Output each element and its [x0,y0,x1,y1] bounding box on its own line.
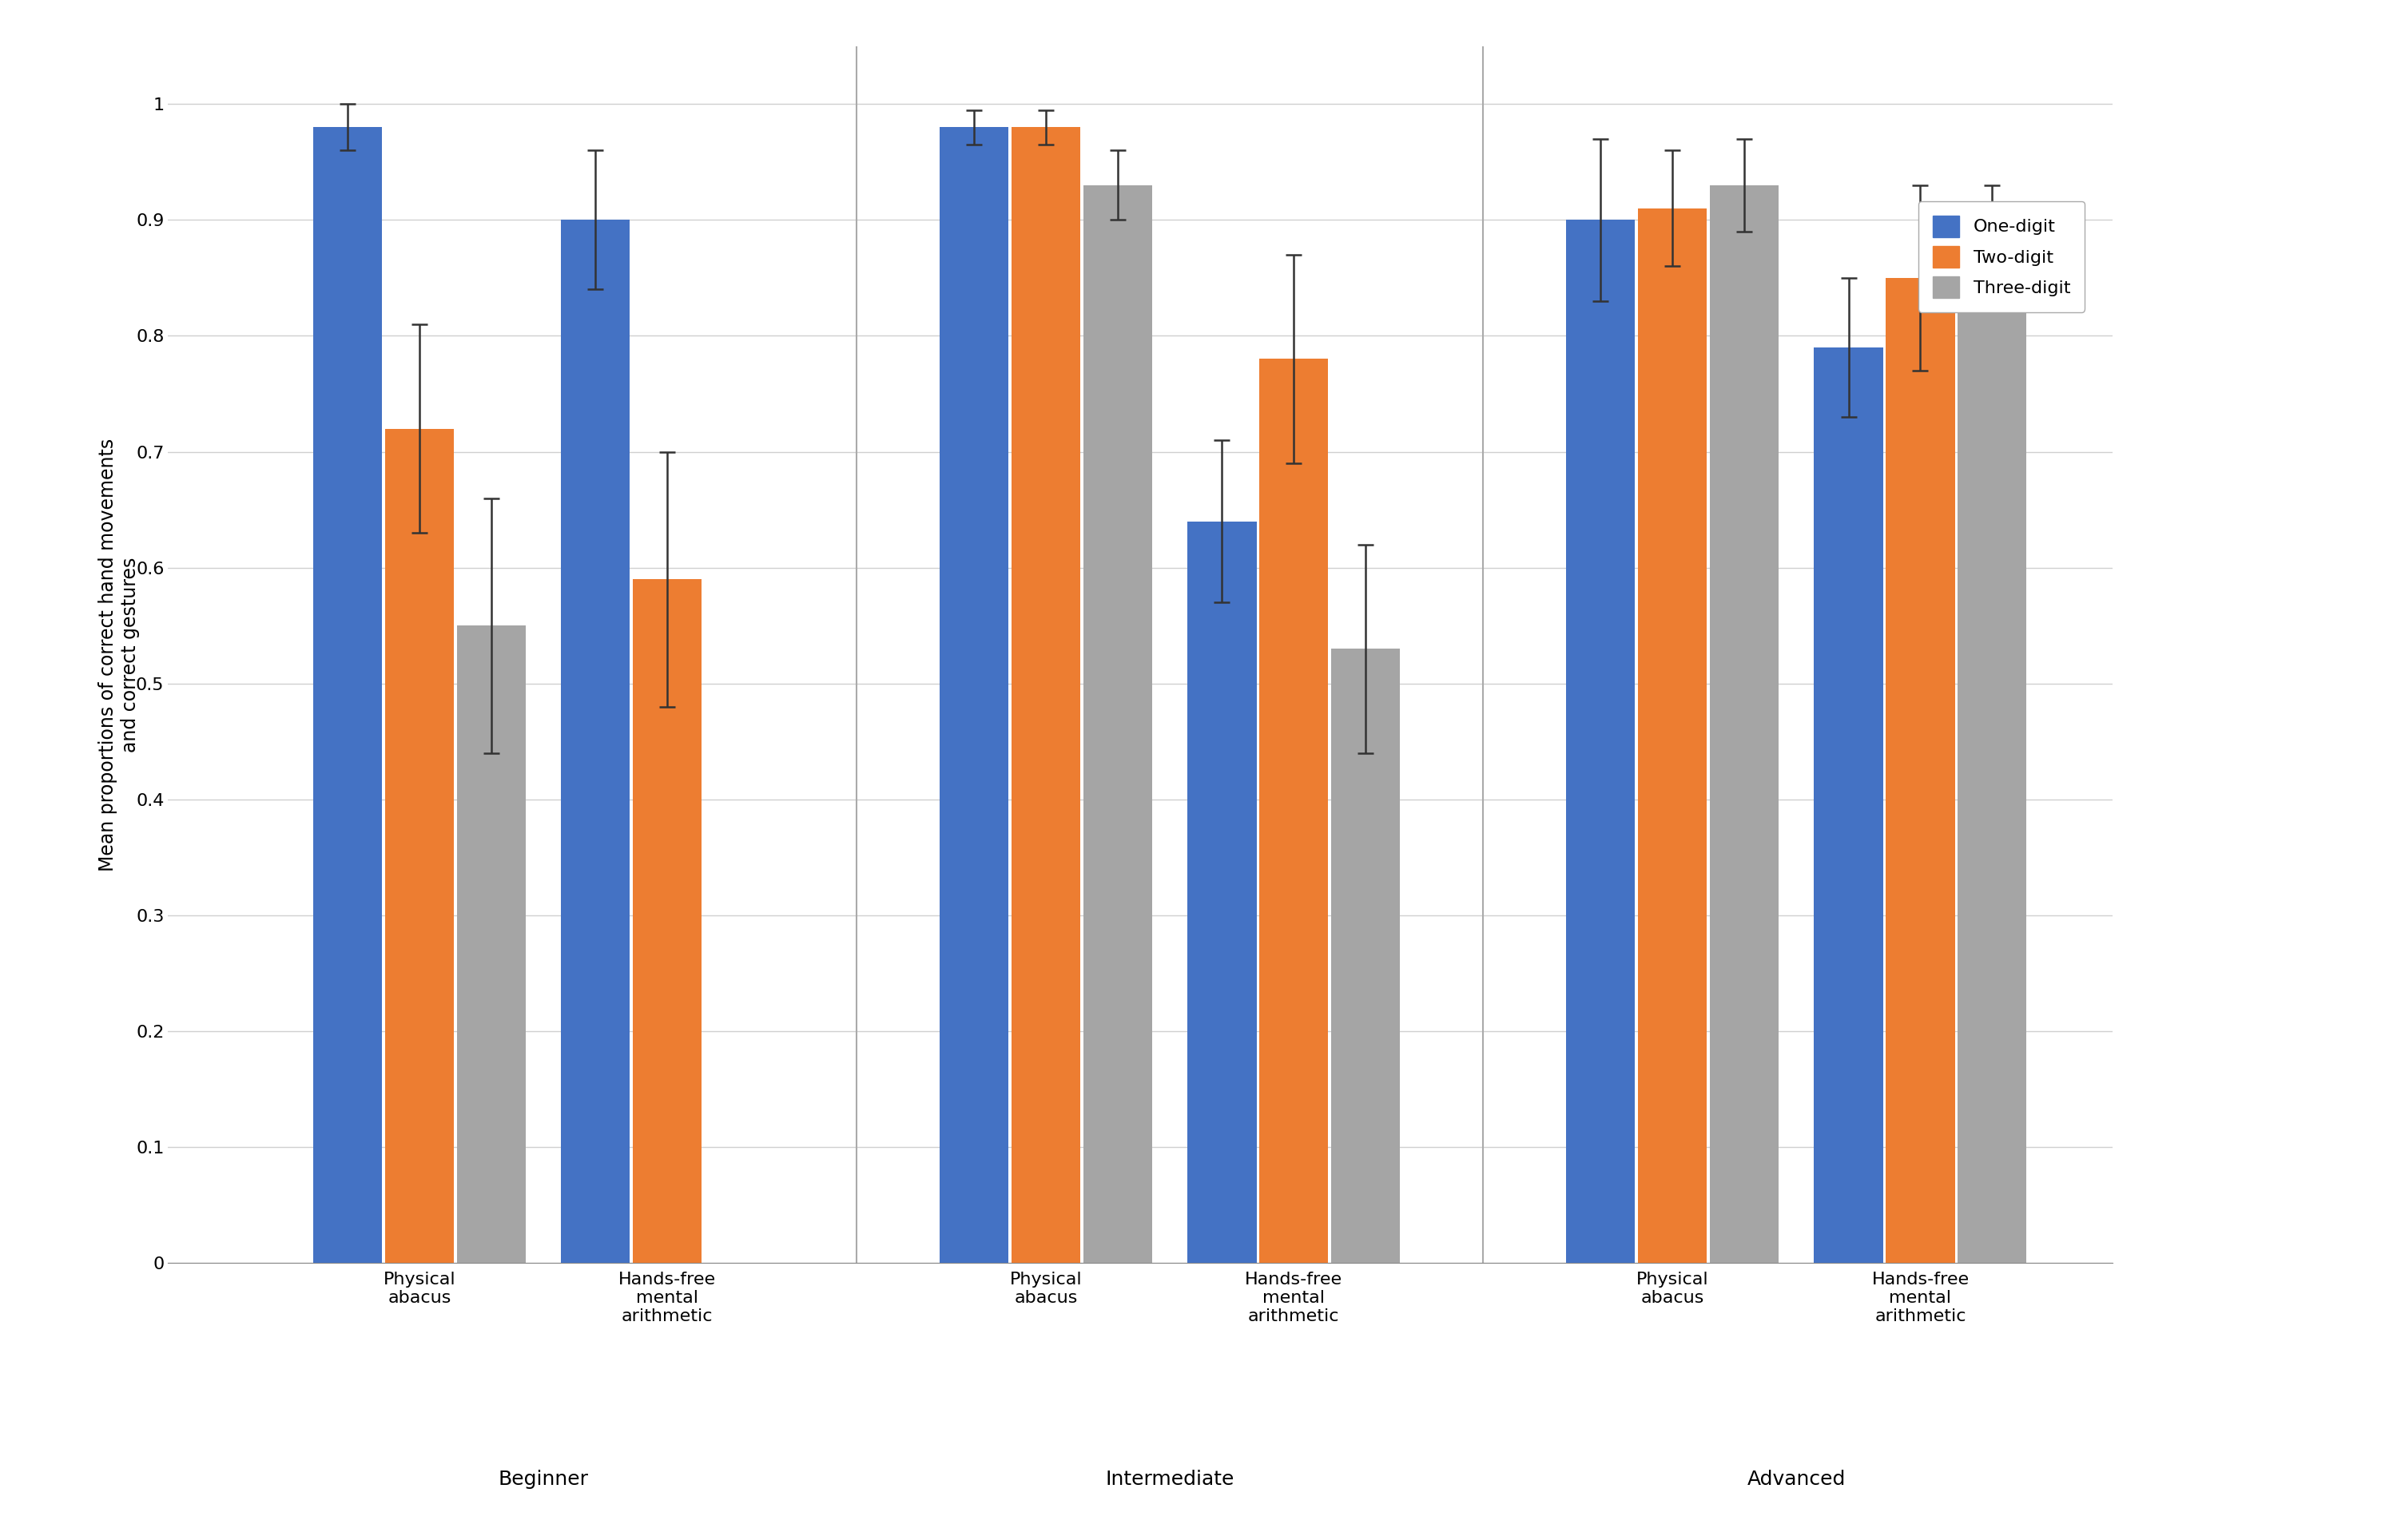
Bar [562,220,629,1263]
Legend: One-digit, Two-digit, Three-digit: One-digit, Two-digit, Three-digit [1918,202,2084,313]
Bar [1330,648,1400,1263]
Text: Advanced: Advanced [1748,1469,1846,1489]
Bar [1188,521,1256,1263]
Bar [1637,208,1707,1263]
Bar [1565,220,1635,1263]
Bar [1885,277,1954,1263]
Bar [1261,359,1328,1263]
Text: Intermediate: Intermediate [1104,1469,1234,1489]
Bar [1815,348,1882,1263]
Bar [634,579,701,1263]
Bar [312,128,382,1263]
Bar [1957,243,2026,1263]
Bar [939,128,1008,1263]
Text: Beginner: Beginner [497,1469,588,1489]
Bar [456,625,526,1263]
Bar [1710,185,1779,1263]
Y-axis label: Mean proportions of correct hand movements
and correct gestures: Mean proportions of correct hand movemen… [98,437,139,872]
Bar [1011,128,1080,1263]
Bar [1083,185,1152,1263]
Bar [384,428,454,1263]
